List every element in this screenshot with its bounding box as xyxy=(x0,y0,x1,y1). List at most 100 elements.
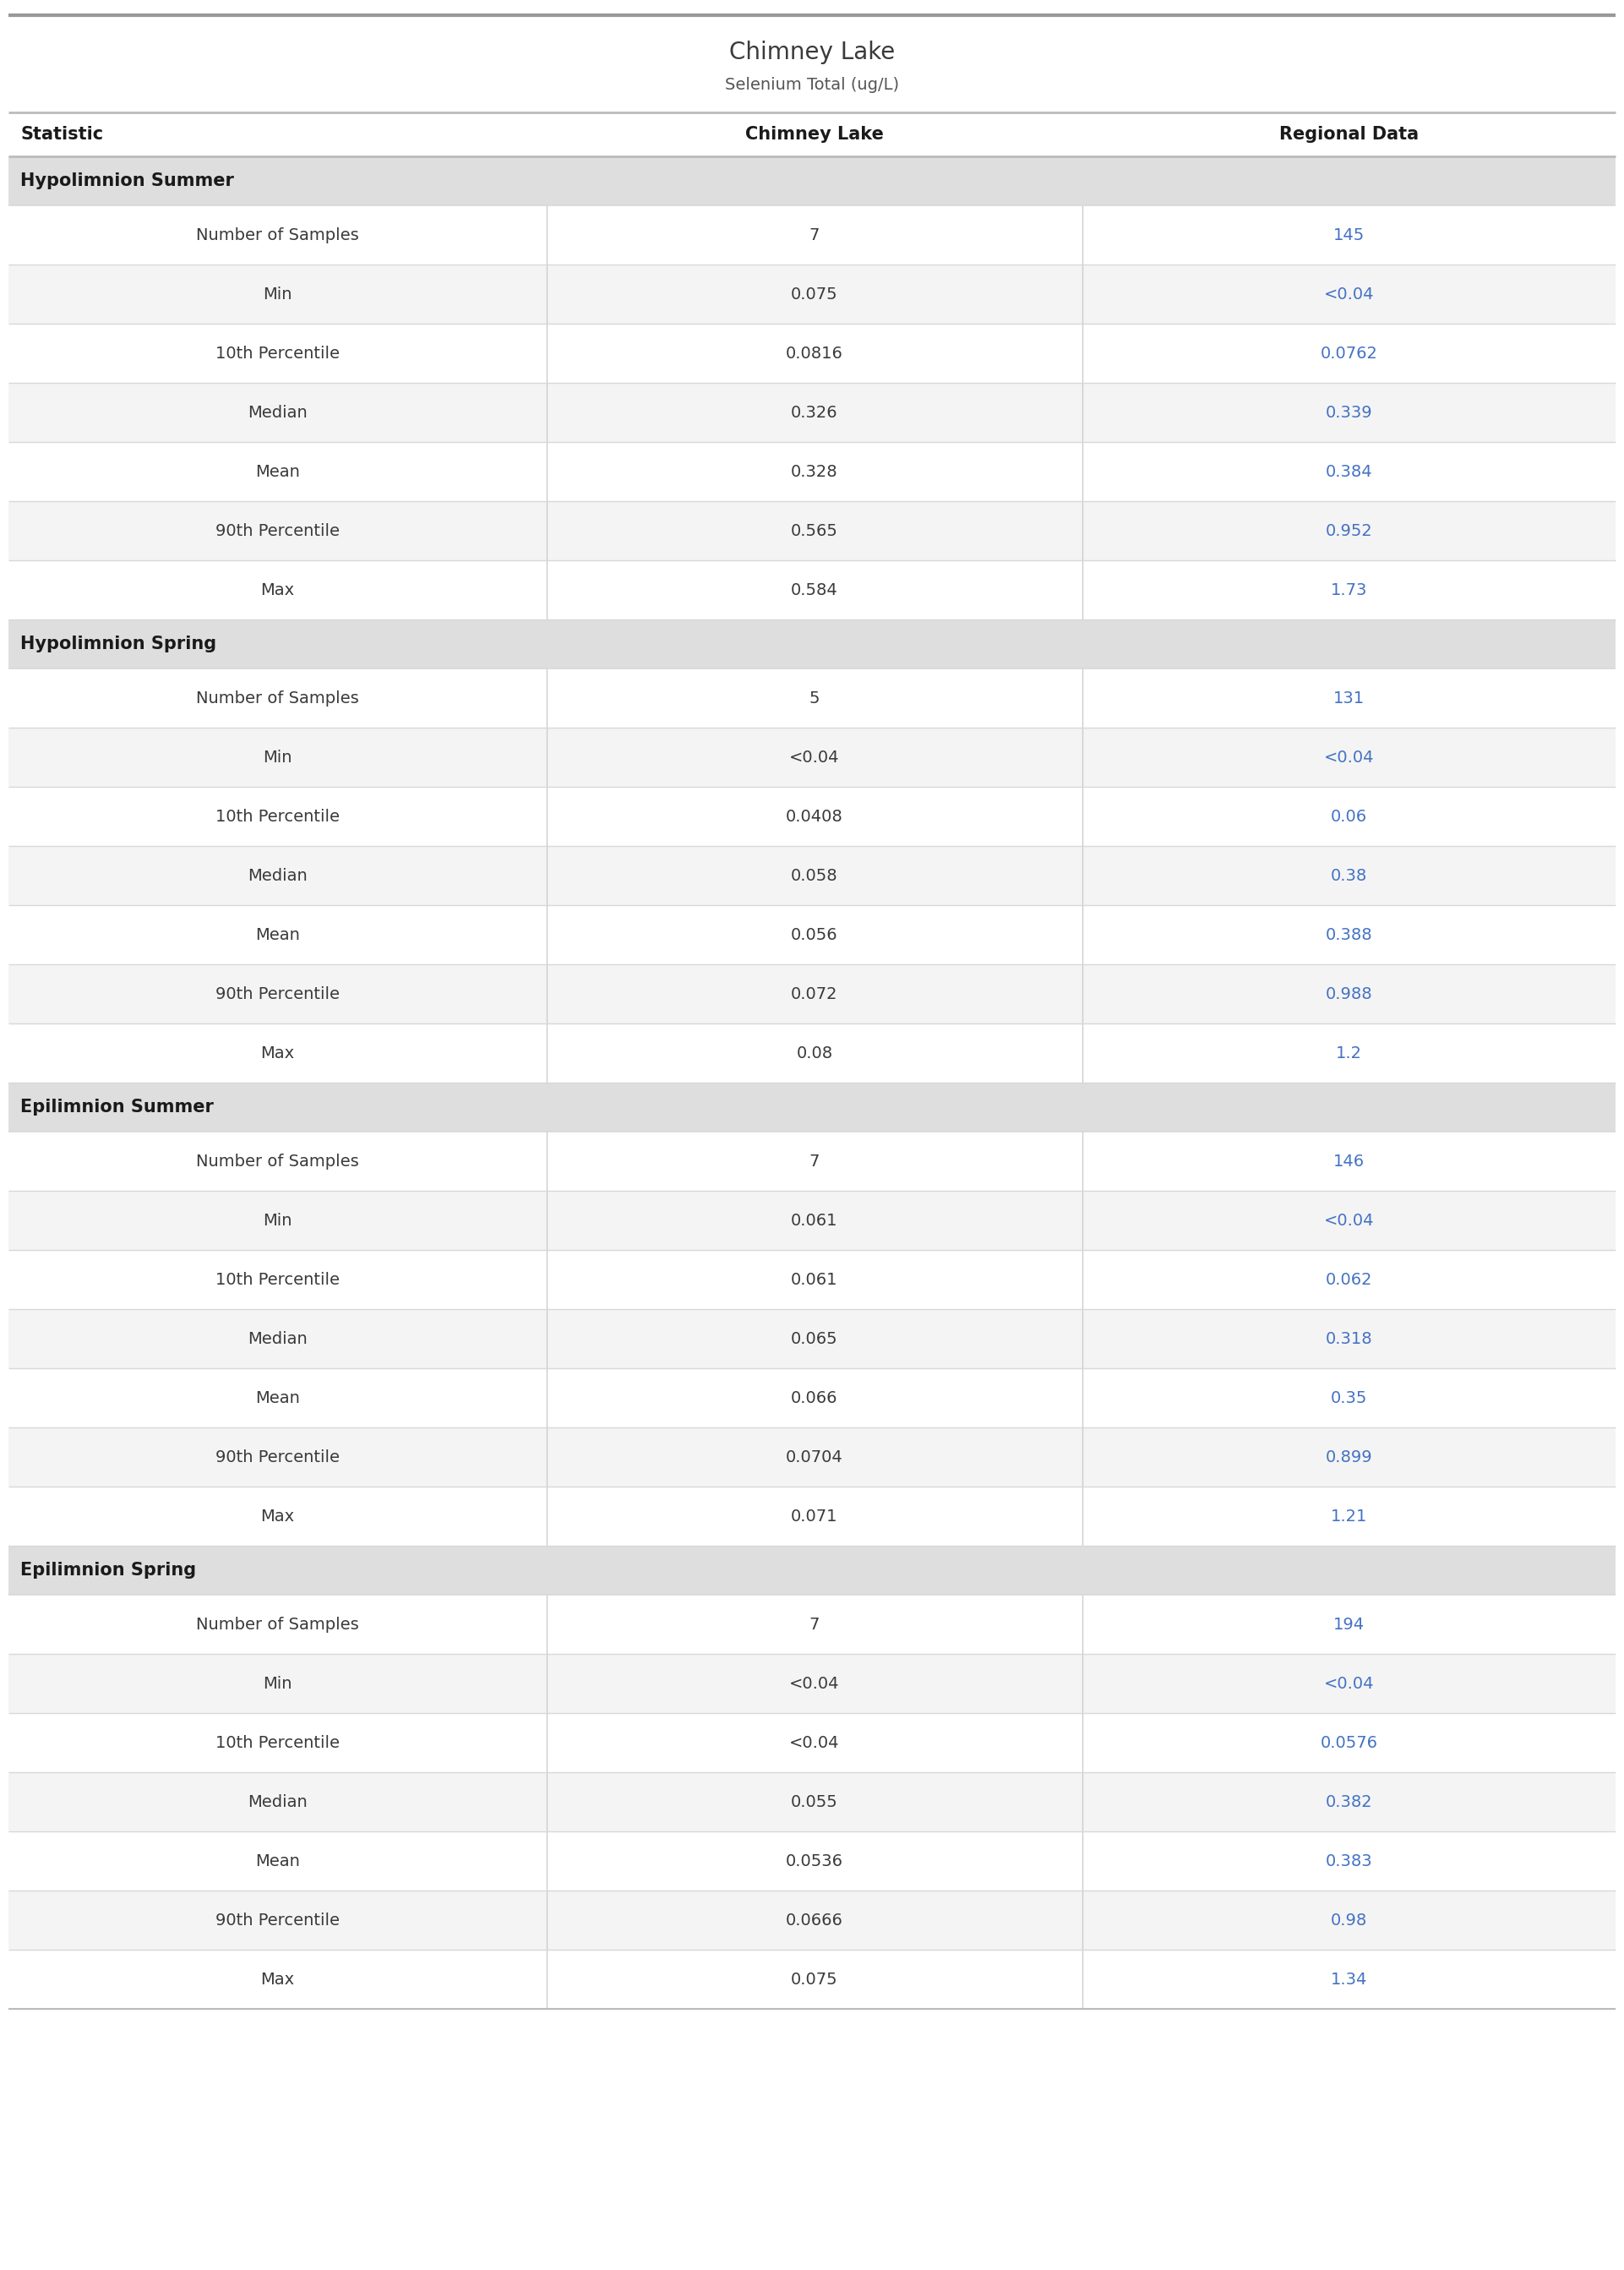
Text: <0.04: <0.04 xyxy=(1324,286,1374,302)
Bar xyxy=(8,443,1616,502)
Bar xyxy=(8,1428,1616,1487)
Bar xyxy=(8,965,1616,1024)
Text: 10th Percentile: 10th Percentile xyxy=(216,345,339,361)
Text: 0.072: 0.072 xyxy=(791,985,838,1001)
Text: 0.38: 0.38 xyxy=(1330,867,1367,883)
Text: 0.061: 0.061 xyxy=(791,1212,838,1228)
Bar xyxy=(8,1133,1616,1192)
Text: Max: Max xyxy=(261,1970,294,1986)
Text: 0.98: 0.98 xyxy=(1330,1911,1367,1927)
Text: 0.899: 0.899 xyxy=(1325,1448,1372,1464)
Bar xyxy=(8,667,1616,729)
Text: 0.075: 0.075 xyxy=(791,286,838,302)
Text: Median: Median xyxy=(248,1330,307,1346)
Text: Max: Max xyxy=(261,581,294,597)
Text: Max: Max xyxy=(261,1507,294,1523)
Text: <0.04: <0.04 xyxy=(1324,749,1374,765)
Bar xyxy=(8,1024,1616,1083)
Text: Chimney Lake: Chimney Lake xyxy=(745,125,883,143)
Bar xyxy=(8,325,1616,384)
Text: 90th Percentile: 90th Percentile xyxy=(216,1448,339,1464)
Bar xyxy=(8,1891,1616,1950)
Text: 1.34: 1.34 xyxy=(1330,1970,1367,1986)
Text: 0.071: 0.071 xyxy=(791,1507,838,1523)
Bar xyxy=(8,502,1616,561)
Text: 0.08: 0.08 xyxy=(796,1044,833,1060)
Bar xyxy=(8,1546,1616,1596)
Bar xyxy=(8,1487,1616,1546)
Text: Median: Median xyxy=(248,867,307,883)
Text: 0.055: 0.055 xyxy=(791,1793,838,1809)
Text: Min: Min xyxy=(263,1675,292,1691)
Text: Min: Min xyxy=(263,286,292,302)
Text: Number of Samples: Number of Samples xyxy=(197,1153,359,1169)
Text: 0.382: 0.382 xyxy=(1325,1793,1372,1809)
Text: Min: Min xyxy=(263,749,292,765)
Text: 90th Percentile: 90th Percentile xyxy=(216,1911,339,1927)
Text: Mean: Mean xyxy=(255,926,300,942)
Text: Number of Samples: Number of Samples xyxy=(197,1616,359,1632)
Bar xyxy=(8,906,1616,965)
Text: 194: 194 xyxy=(1333,1616,1364,1632)
Text: 10th Percentile: 10th Percentile xyxy=(216,1271,339,1287)
Bar xyxy=(8,157,1616,204)
Text: 0.0536: 0.0536 xyxy=(786,1852,843,1868)
Text: 90th Percentile: 90th Percentile xyxy=(216,985,339,1001)
Bar xyxy=(8,1714,1616,1773)
Text: Statistic: Statistic xyxy=(19,125,104,143)
Text: 0.952: 0.952 xyxy=(1325,522,1372,538)
Text: <0.04: <0.04 xyxy=(789,1675,840,1691)
Text: Hypolimnion Summer: Hypolimnion Summer xyxy=(19,173,234,188)
Text: Median: Median xyxy=(248,1793,307,1809)
Bar xyxy=(8,1083,1616,1133)
Bar xyxy=(8,1192,1616,1251)
Text: Mean: Mean xyxy=(255,1389,300,1405)
Text: 0.065: 0.065 xyxy=(791,1330,838,1346)
Bar xyxy=(8,620,1616,667)
Text: 5: 5 xyxy=(809,690,820,706)
Bar xyxy=(8,1950,1616,2009)
Text: 0.326: 0.326 xyxy=(791,404,838,420)
Text: 0.0816: 0.0816 xyxy=(786,345,843,361)
Text: 146: 146 xyxy=(1333,1153,1364,1169)
Text: 0.0704: 0.0704 xyxy=(786,1448,843,1464)
Text: 0.0576: 0.0576 xyxy=(1320,1734,1377,1750)
Bar xyxy=(8,788,1616,847)
Text: <0.04: <0.04 xyxy=(789,1734,840,1750)
Text: 0.058: 0.058 xyxy=(791,867,838,883)
Bar xyxy=(8,1310,1616,1369)
Text: Mean: Mean xyxy=(255,463,300,479)
Bar xyxy=(8,561,1616,620)
Text: 0.066: 0.066 xyxy=(791,1389,838,1405)
Text: 0.388: 0.388 xyxy=(1325,926,1372,942)
Text: 0.328: 0.328 xyxy=(791,463,838,479)
Text: 7: 7 xyxy=(809,1616,820,1632)
Bar xyxy=(8,1596,1616,1655)
Text: 0.35: 0.35 xyxy=(1330,1389,1367,1405)
Text: 0.062: 0.062 xyxy=(1325,1271,1372,1287)
Bar xyxy=(8,384,1616,443)
Bar xyxy=(8,1773,1616,1832)
Text: Max: Max xyxy=(261,1044,294,1060)
Text: 10th Percentile: 10th Percentile xyxy=(216,808,339,824)
Text: 1.21: 1.21 xyxy=(1330,1507,1367,1523)
Text: 0.318: 0.318 xyxy=(1325,1330,1372,1346)
Bar xyxy=(8,16,1616,114)
Text: 7: 7 xyxy=(809,1153,820,1169)
Text: 0.06: 0.06 xyxy=(1330,808,1367,824)
Text: Epilimnion Summer: Epilimnion Summer xyxy=(19,1099,214,1115)
Bar xyxy=(8,1655,1616,1714)
Text: Min: Min xyxy=(263,1212,292,1228)
Text: 0.988: 0.988 xyxy=(1325,985,1372,1001)
Bar xyxy=(8,114,1616,157)
Text: <0.04: <0.04 xyxy=(1324,1212,1374,1228)
Bar xyxy=(8,1832,1616,1891)
Text: 0.0762: 0.0762 xyxy=(1320,345,1377,361)
Text: 1.2: 1.2 xyxy=(1335,1044,1363,1060)
Text: 7: 7 xyxy=(809,227,820,243)
Text: Median: Median xyxy=(248,404,307,420)
Text: Regional Data: Regional Data xyxy=(1280,125,1418,143)
Text: 1.73: 1.73 xyxy=(1330,581,1367,597)
Text: 0.565: 0.565 xyxy=(791,522,838,538)
Text: Epilimnion Spring: Epilimnion Spring xyxy=(19,1562,197,1578)
